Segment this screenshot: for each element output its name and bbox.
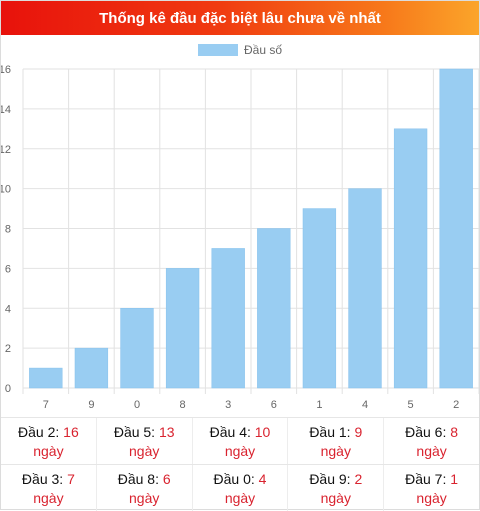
x-tick-label: 7 <box>43 399 49 411</box>
x-tick-label: 5 <box>408 399 414 411</box>
bar[interactable] <box>257 228 291 389</box>
stat-label: Đầu 2: <box>18 424 60 440</box>
stat-label: Đầu 0: <box>213 471 255 487</box>
bar[interactable] <box>74 347 109 389</box>
bar[interactable] <box>120 308 154 389</box>
stats-row: Đầu 3: 7 ngày Đầu 8: 6 ngày Đầu 0: 4 ngà… <box>1 464 479 511</box>
legend-swatch <box>197 44 238 56</box>
stat-value: 7 <box>67 471 75 487</box>
y-tick-label: 10 <box>1 184 11 196</box>
stat-unit: ngày <box>416 443 447 459</box>
stat-label: Đầu 6: <box>405 424 447 440</box>
chart-title-bar: Thống kê đầu đặc biệt lâu chưa về nhất <box>1 1 479 35</box>
stat-label: Đầu 9: <box>309 471 351 487</box>
stat-value: 13 <box>158 424 175 440</box>
y-tick-label: 16 <box>1 64 11 76</box>
y-tick-label: 4 <box>5 303 11 315</box>
chart-title: Thống kê đầu đặc biệt lâu chưa về nhất <box>99 9 381 27</box>
stat-value: 16 <box>63 424 79 440</box>
stat-cell: Đầu 5: 13 ngày <box>97 418 193 464</box>
stat-unit: ngày <box>129 490 160 506</box>
x-tick-label: 3 <box>225 399 231 411</box>
x-tick-label: 4 <box>362 399 368 411</box>
bar[interactable] <box>393 128 428 389</box>
stat-cell: Đầu 8: 6 ngày <box>97 465 193 511</box>
bar-layer <box>29 68 473 389</box>
y-tick-label: 2 <box>5 343 11 355</box>
stat-cell: Đầu 7: 1 ngày <box>384 465 479 511</box>
stat-value: 10 <box>254 424 271 440</box>
y-tick-label: 8 <box>5 224 11 236</box>
stat-value: 4 <box>258 471 267 487</box>
stat-label: Đầu 7: <box>405 471 447 487</box>
stat-cell: Đầu 4: 10 ngày <box>193 418 289 464</box>
stat-value: 2 <box>354 471 363 487</box>
y-tick-label: 14 <box>1 104 11 116</box>
stat-unit: ngày <box>33 490 64 506</box>
stat-cell: Đầu 6: 8 ngày <box>384 418 479 464</box>
stat-value: 9 <box>354 424 363 440</box>
x-tick-label: 9 <box>88 399 94 411</box>
x-tick-label: 8 <box>180 399 186 411</box>
bar[interactable] <box>211 248 245 389</box>
bar[interactable] <box>29 367 63 389</box>
x-tick-label: 1 <box>316 399 322 411</box>
stat-value: 6 <box>162 471 171 487</box>
x-tick-label: 2 <box>453 399 459 411</box>
stat-cell: Đầu 2: 16 ngày <box>1 418 97 464</box>
bar[interactable] <box>439 68 473 389</box>
stat-unit: ngày <box>129 443 160 459</box>
bar[interactable] <box>302 208 337 389</box>
stat-label: Đầu 4: <box>209 424 251 440</box>
bar[interactable] <box>165 268 200 389</box>
legend-label: Đầu số <box>243 43 283 57</box>
bar[interactable] <box>348 188 382 389</box>
stat-label: Đầu 1: <box>309 424 351 440</box>
stat-value: 1 <box>450 471 459 487</box>
stats-row: Đầu 2: 16 ngày Đầu 5: 13 ngày Đầu 4: 10 … <box>1 417 479 464</box>
stat-unit: ngày <box>224 443 256 459</box>
stat-cell: Đầu 9: 2 ngày <box>288 465 385 511</box>
y-tick-label: 6 <box>5 263 11 275</box>
stats-table: Đầu 2: 16 ngày Đầu 5: 13 ngày Đầu 4: 10 … <box>1 417 479 511</box>
stat-cell: Đầu 1: 9 ngày <box>288 418 385 464</box>
stat-unit: ngày <box>320 443 351 459</box>
stat-cell: Đầu 3: 7 ngày <box>1 465 97 511</box>
stat-unit: ngày <box>224 490 256 506</box>
stat-label: Đầu 8: <box>117 471 159 487</box>
y-tick-label: 12 <box>1 144 11 156</box>
x-tick-label: 0 <box>134 399 140 411</box>
stat-unit: ngày <box>33 443 64 459</box>
stat-cell: Đầu 0: 4 ngày <box>193 465 289 511</box>
stat-label: Đầu 3: <box>21 471 64 487</box>
chart-legend[interactable]: Đầu số <box>1 43 479 57</box>
stat-label: Đầu 5: <box>113 424 156 440</box>
stat-unit: ngày <box>320 490 351 506</box>
x-tick-label: 6 <box>271 399 277 411</box>
stat-unit: ngày <box>416 490 447 506</box>
stat-value: 8 <box>450 424 459 440</box>
y-tick-label: 0 <box>5 383 11 395</box>
